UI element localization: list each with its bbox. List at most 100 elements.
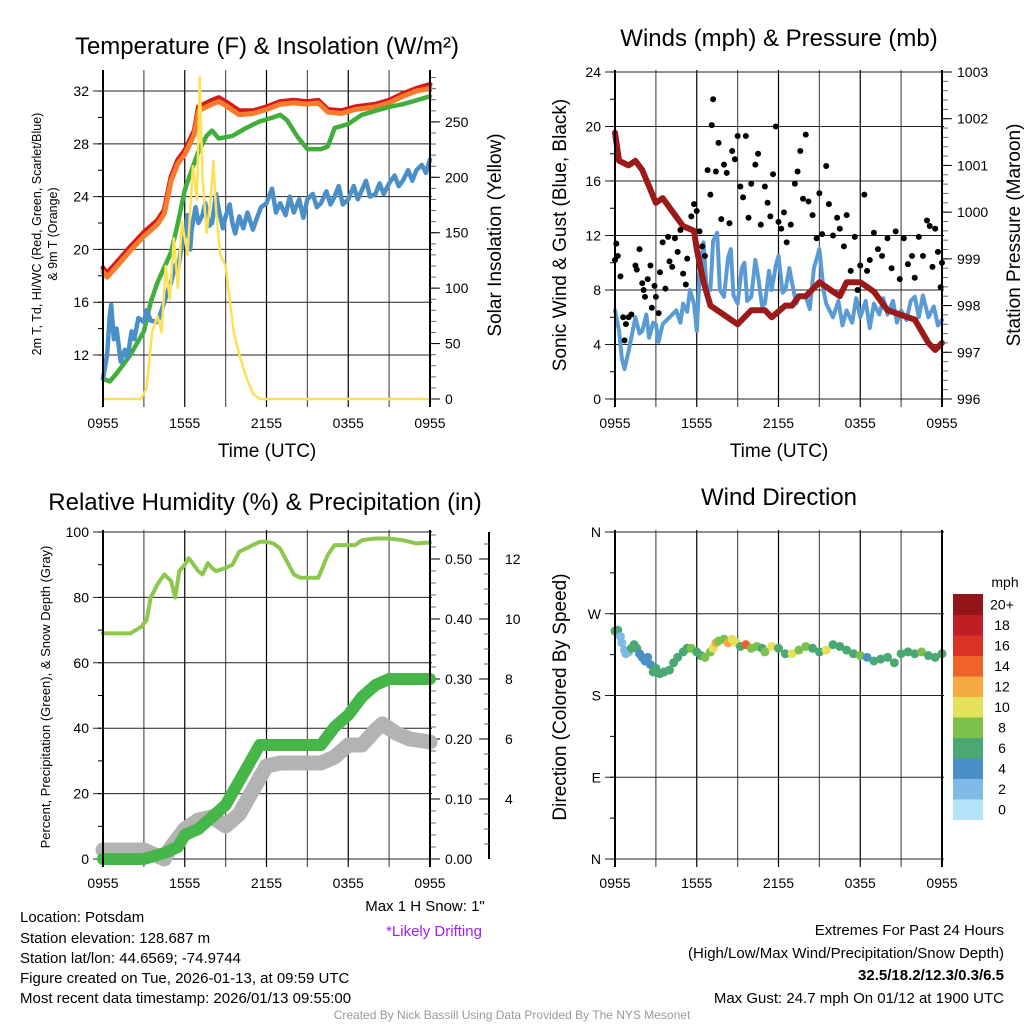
2m-t-line	[100, 81, 433, 276]
max-gust: Max Gust: 24.7 mph On 01/12 at 1900 UTC	[714, 990, 1004, 1007]
gust-point	[813, 235, 820, 242]
temperature-right-tick-label: 50	[445, 336, 461, 352]
gust-point	[854, 287, 861, 293]
humidity-ytick-label: 20	[73, 786, 89, 802]
colorbar-swatch	[953, 676, 983, 697]
direction-ytick-label: E	[592, 769, 601, 785]
colorbar-label: 0	[998, 801, 1006, 817]
wind-direction-point	[794, 645, 804, 655]
gust-point	[866, 257, 873, 264]
solar-insolation-line	[101, 76, 432, 401]
colorbar-label: 18	[994, 617, 1010, 633]
gust-point	[787, 221, 794, 228]
colorbar-label: 4	[998, 760, 1006, 776]
station-latlon: Station lat/lon: 44.6569; -74.9744	[20, 950, 241, 967]
9m-t-line	[100, 85, 433, 280]
relative-humidity-line	[101, 536, 432, 636]
gust-point	[755, 150, 762, 157]
gust-point	[633, 266, 640, 273]
temperature-y-label-line2: & 9m T (Orange)	[46, 187, 60, 280]
winds-right-tick-label: 996	[957, 391, 981, 407]
gust-point	[622, 321, 629, 328]
temperature-ytick-label: 20	[73, 241, 89, 257]
direction-y-label: Direction (Colored By Speed)	[550, 573, 571, 820]
pressure-y-label: Station Pressure (Maroon)	[1004, 124, 1024, 347]
direction-ytick-label: N	[591, 524, 601, 540]
gust-point	[662, 285, 669, 292]
wind-direction-point	[774, 643, 783, 653]
temperature-xtick-label: 0355	[333, 415, 364, 431]
gust-point	[617, 273, 624, 280]
humidity-right-tick-label: 0.30	[445, 671, 472, 687]
colorbar-swatch	[953, 758, 983, 779]
gust-point	[718, 216, 725, 223]
gust-point	[851, 233, 858, 240]
footer-credit: Created By Nick Bassill Using Data Provi…	[334, 1008, 691, 1022]
direction-plot: N E S W N 0955 1555 2155 0355 0955 0 2 4 6 8 10 12 14 16 18…	[588, 524, 1019, 891]
temperature-ytick-label: 28	[73, 136, 89, 152]
gust-point	[761, 183, 768, 190]
direction-xtick-label: 0355	[845, 875, 876, 891]
humidity-data	[95, 536, 438, 867]
gust-point	[834, 214, 841, 221]
gust-point	[669, 263, 676, 270]
gust-point	[816, 190, 823, 197]
gust-point	[708, 122, 715, 129]
snow-tick-label: 8	[505, 671, 513, 687]
winds-right-tick-label: 1003	[957, 64, 988, 80]
gust-point	[655, 310, 662, 317]
humidity-xtick-label: 2155	[251, 875, 282, 891]
gust-point	[794, 168, 801, 175]
winds-right-tick-label: 1000	[957, 204, 988, 220]
gust-point	[639, 280, 646, 287]
temperature-xtick-label: 0955	[87, 415, 118, 431]
winds-right-tick-label: 1001	[957, 157, 988, 173]
gust-point	[864, 267, 871, 274]
gust-point	[656, 269, 663, 276]
gust-point	[770, 171, 777, 178]
gust-point	[764, 199, 771, 206]
humidity-right-tick-label: 0.20	[445, 731, 472, 747]
wind-direction-point	[814, 647, 824, 657]
wind-direction-point	[767, 641, 777, 651]
humidity-xtick-label: 0955	[87, 875, 118, 891]
gust-point	[748, 180, 755, 187]
extremes-legend: (High/Low/Max Wind/Precipitation/Snow De…	[688, 945, 1004, 962]
sonic-wind-line	[613, 230, 944, 371]
gust-point	[772, 123, 779, 130]
extremes-heading: Extremes For Past 24 Hours	[815, 922, 1004, 939]
wind-direction-point	[787, 649, 797, 659]
wind-direction-point	[842, 645, 852, 655]
gust-point	[884, 235, 891, 242]
gust-point	[721, 161, 727, 168]
winds-ytick-label: 20	[585, 119, 601, 135]
wind-direction-point	[700, 652, 710, 662]
temperature-xtick-label: 2155	[251, 415, 282, 431]
gust-point	[830, 232, 836, 239]
gust-point	[745, 214, 752, 221]
wind-direction-point	[876, 654, 886, 664]
wind-direction-point	[835, 641, 845, 651]
temperature-right-tick-label: 250	[445, 114, 469, 130]
winds-data	[612, 96, 945, 371]
wind-direction-point	[617, 638, 627, 648]
wind-direction-point	[808, 643, 818, 653]
gust-point	[919, 252, 926, 259]
gust-point	[665, 233, 672, 240]
gust-point	[843, 212, 850, 219]
gust-point	[641, 293, 648, 300]
colorbar-swatch	[953, 635, 983, 656]
wind-direction-point	[883, 652, 892, 662]
humidity-ytick-label: 40	[73, 720, 89, 736]
colorbar-label: 8	[998, 719, 1006, 735]
humidity-right-tick-label: 0.10	[445, 791, 472, 807]
wind-direction-point	[923, 651, 933, 661]
station-elevation: Station elevation: 128.687 m	[20, 930, 210, 947]
solar-y-label: Solar Insolation (Yellow)	[485, 133, 506, 336]
gust-point	[805, 198, 812, 205]
colorbar-swatch	[953, 799, 983, 820]
gust-point	[729, 148, 736, 155]
wind-direction-point	[801, 641, 811, 651]
gust-point	[924, 217, 931, 224]
